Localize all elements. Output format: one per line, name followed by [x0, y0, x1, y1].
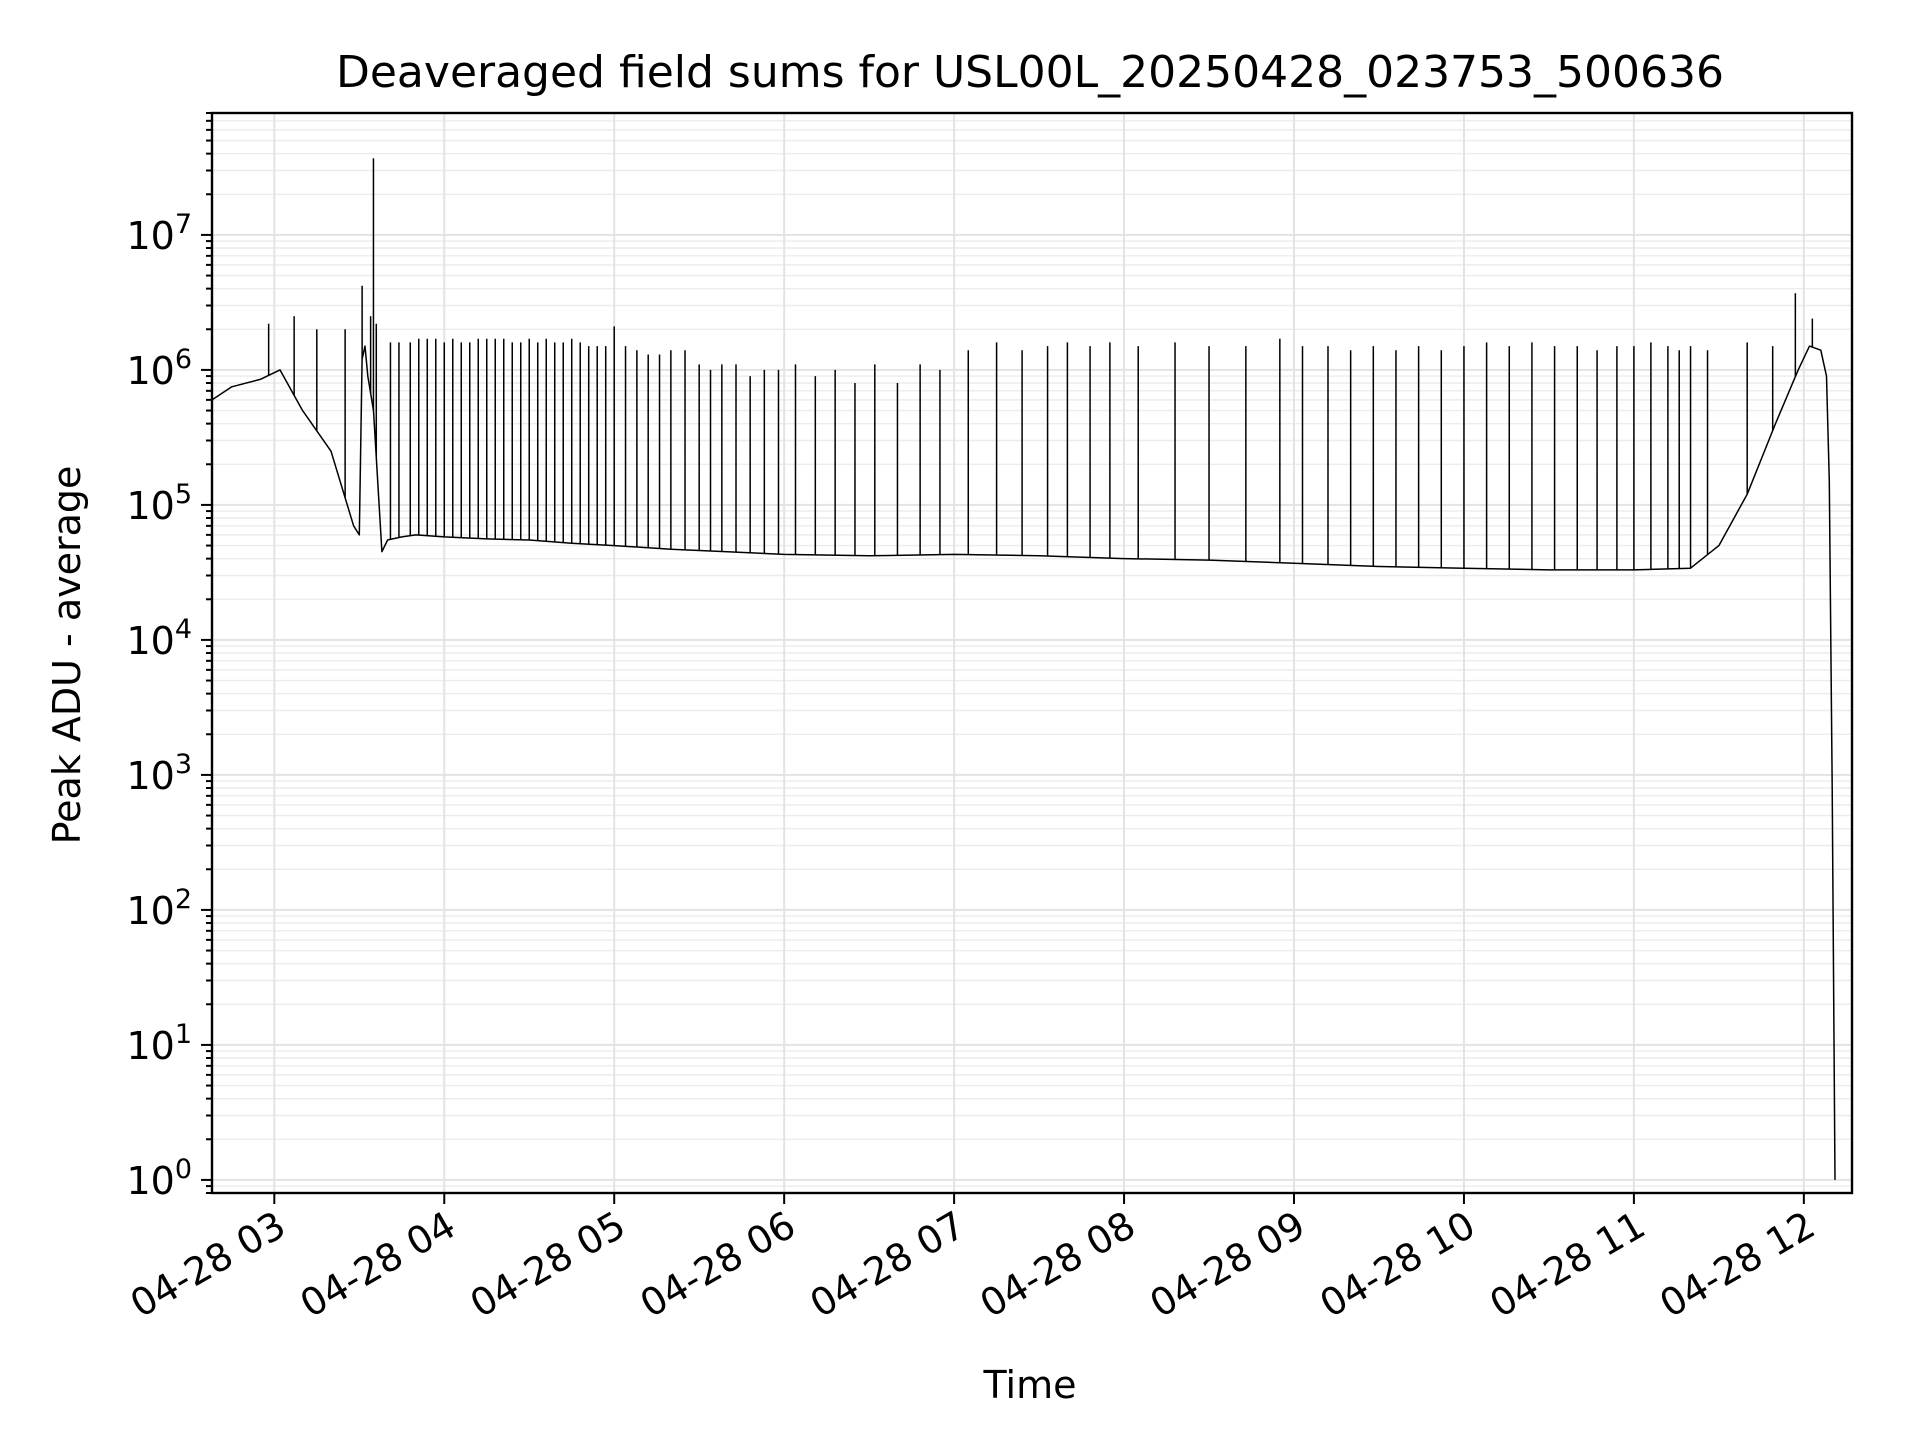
x-tick-label: 04-28 09: [1143, 1203, 1313, 1327]
x-tick-label: 04-28 11: [1482, 1203, 1652, 1327]
x-tick-label: 04-28 03: [123, 1203, 293, 1327]
y-tick-label: 101: [126, 1019, 192, 1068]
chart-title: Deaveraged field sums for USL00L_2025042…: [336, 47, 1724, 98]
x-tick-label: 04-28 06: [633, 1203, 803, 1327]
y-tick-label: 102: [126, 884, 192, 933]
x-tick-label: 04-28 10: [1312, 1203, 1482, 1327]
y-tick-label: 100: [126, 1154, 192, 1203]
y-tick-label: 105: [126, 479, 192, 528]
x-tick-label: 04-28 07: [803, 1203, 973, 1327]
y-tick-label: 104: [126, 614, 192, 663]
x-tick-label: 04-28 08: [973, 1203, 1143, 1327]
series-layer: [211, 158, 1836, 1180]
x-tick-label: 04-28 05: [463, 1203, 633, 1327]
y-axis-ticks: 100 101 102 103 104 105 106 107: [126, 112, 212, 1203]
x-tick-label: 04-28 04: [293, 1203, 463, 1327]
y-tick-label: 103: [126, 749, 192, 798]
y-tick-label: 107: [126, 209, 192, 258]
series-line: [211, 345, 1836, 1180]
x-axis-label: Time: [983, 1363, 1077, 1407]
grid-layer: [212, 112, 1852, 1194]
x-tick-label: 04-28 12: [1652, 1203, 1822, 1327]
y-tick-label: 106: [126, 344, 192, 393]
y-axis-label: Peak ADU - average: [45, 466, 89, 845]
x-axis-ticks: 04-28 03 04-28 04 04-28 05 04-28 06 04-28 07…: [123, 1193, 1822, 1327]
